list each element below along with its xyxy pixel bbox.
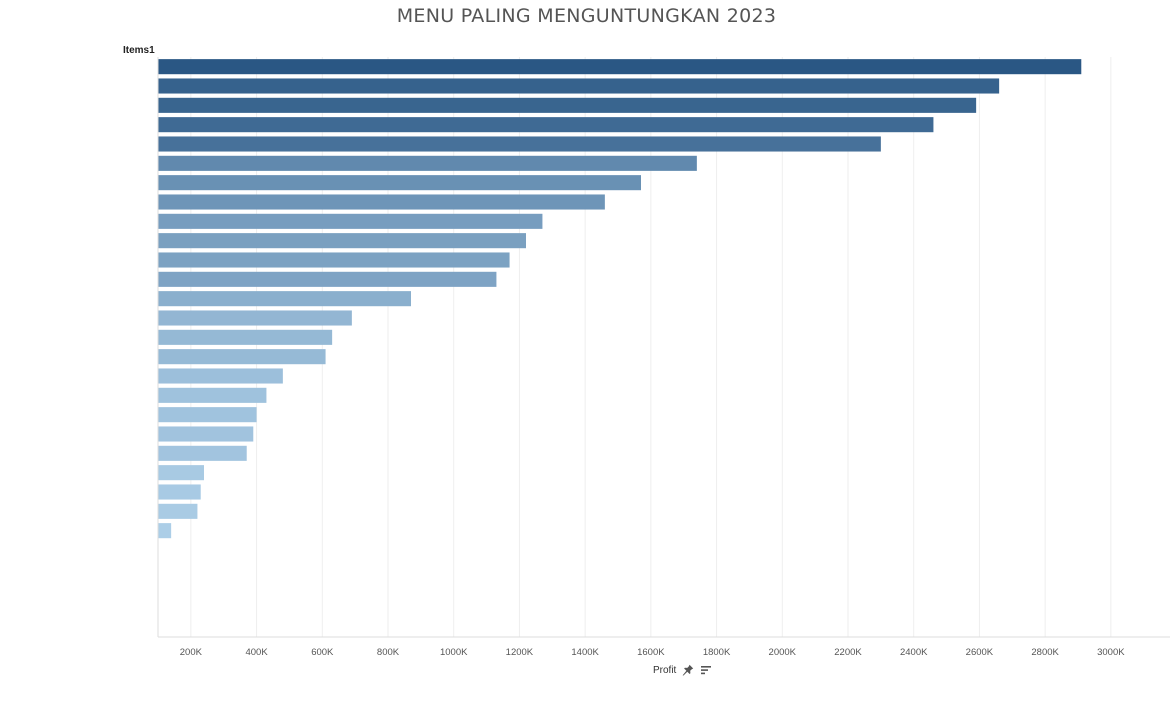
bar[interactable] <box>158 291 411 307</box>
x-tick-label: 800K <box>377 647 400 658</box>
bar[interactable] <box>158 329 333 345</box>
x-tick-label: 3000K <box>1097 647 1125 658</box>
x-tick-label: 1800K <box>703 647 731 658</box>
bar[interactable] <box>158 175 641 191</box>
bar[interactable] <box>158 310 352 326</box>
bar[interactable] <box>158 387 267 403</box>
bar[interactable] <box>158 194 605 210</box>
x-tick-label: 1200K <box>506 647 534 658</box>
x-tick-label: 600K <box>311 647 334 658</box>
bar[interactable] <box>158 426 254 442</box>
x-tick-label: 400K <box>245 647 268 658</box>
bar[interactable] <box>158 252 510 268</box>
bar[interactable] <box>158 523 172 539</box>
x-tick-label: 2400K <box>900 647 928 658</box>
chart-title: MENU PALING MENGUNTUNGKAN 2023 <box>396 5 777 27</box>
bar[interactable] <box>158 117 934 133</box>
bar[interactable] <box>158 136 881 152</box>
x-tick-label: 2200K <box>834 647 862 658</box>
bar[interactable] <box>158 271 497 287</box>
x-tick-label: 1600K <box>637 647 665 658</box>
bar[interactable] <box>158 349 326 365</box>
x-tick-label: 2600K <box>966 647 994 658</box>
x-axis-title[interactable]: Profit <box>653 664 677 676</box>
bar[interactable] <box>158 233 526 249</box>
bar[interactable] <box>158 213 543 229</box>
bar[interactable] <box>158 484 201 500</box>
x-tick-label: 2800K <box>1031 647 1059 658</box>
bar[interactable] <box>158 465 204 481</box>
bar[interactable] <box>158 155 697 171</box>
x-tick-label: 2000K <box>769 647 797 658</box>
bar[interactable] <box>158 445 247 461</box>
bar[interactable] <box>158 97 977 113</box>
x-tick-label: 1400K <box>571 647 599 658</box>
bar[interactable] <box>158 78 1000 94</box>
x-tick-label: 200K <box>180 647 203 658</box>
bar[interactable] <box>158 368 283 384</box>
sort-descending-icon[interactable] <box>700 664 712 676</box>
x-tick-label: 1000K <box>440 647 468 658</box>
pin-icon[interactable] <box>682 664 694 676</box>
x-axis-title-area: Profit <box>653 664 712 676</box>
row-header-label: Items1 <box>123 45 155 56</box>
bar[interactable] <box>158 503 198 519</box>
bar[interactable] <box>158 407 257 423</box>
bar[interactable] <box>158 59 1082 75</box>
